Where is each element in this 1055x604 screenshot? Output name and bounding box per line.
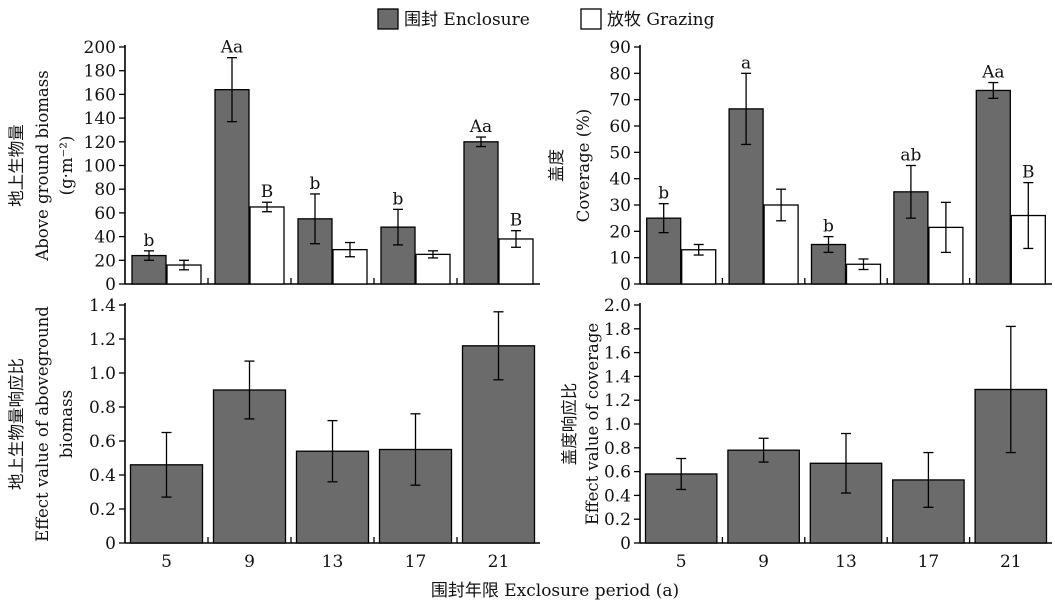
y-axis-label: 地上生物量	[7, 124, 26, 207]
y-tick-label: 2.0	[604, 296, 631, 316]
y-tick-label: 0.2	[89, 500, 116, 520]
y-tick-label: 0.6	[604, 463, 631, 483]
significance-label: B	[261, 182, 274, 202]
significance-label: b	[658, 184, 669, 204]
y-axis-label: Effect value of aboveground	[33, 306, 52, 542]
y-tick-label: 80	[609, 64, 631, 84]
y-tick-label: 20	[609, 222, 631, 242]
legend-swatch-grazing	[580, 8, 602, 30]
significance-label: b	[393, 189, 404, 209]
y-tick-label: 1.8	[604, 320, 631, 340]
y-tick-label: 10	[609, 249, 631, 269]
x-tick-label: 13	[322, 552, 344, 572]
significance-label: a	[741, 53, 751, 73]
y-tick-label: 90	[609, 38, 631, 58]
x-tick-label: 13	[835, 552, 857, 572]
y-tick-label: 40	[94, 228, 116, 248]
y-tick-label: 200	[84, 38, 116, 58]
bar-enclosure	[727, 449, 800, 544]
y-tick-label: 160	[84, 85, 116, 105]
y-axis-label: (g·m⁻²)	[57, 136, 76, 196]
significance-label: b	[144, 231, 155, 251]
x-tick-label: 5	[676, 552, 687, 572]
y-tick-label: 40	[609, 170, 631, 190]
panel-biomass-effect: 0 0.2 0.4 0.6 0.8 1.0 1.2 1.4 5 9 13 17 21 地上生物量响应比 Ef…	[7, 296, 540, 572]
x-tick-label: 9	[244, 552, 255, 572]
y-tick-label: 1.0	[604, 415, 631, 435]
y-tick-label: 1.0	[89, 364, 116, 384]
y-tick-label: 20	[94, 251, 116, 271]
x-tick-label: 21	[1000, 552, 1022, 572]
y-tick-label: 0	[620, 534, 631, 554]
y-tick-label: 0.6	[89, 432, 116, 452]
significance-label: Aa	[469, 117, 492, 137]
y-tick-label: 60	[94, 204, 116, 224]
bar-grazing	[249, 206, 285, 285]
significance-label: b	[823, 217, 834, 237]
significance-label: B	[1022, 163, 1035, 183]
x-tick-label: 9	[758, 552, 769, 572]
x-axis-title: 围封年限 Exclosure period (a)	[431, 581, 679, 601]
y-axis-label: biomass	[57, 390, 76, 458]
legend: 围封 Enclosure 放牧 Grazing	[377, 8, 715, 30]
y-tick-label: 1.4	[89, 296, 116, 316]
y-axis-label: 盖度	[547, 149, 566, 182]
bar-enclosure	[975, 89, 1011, 285]
legend-swatch-enclosure	[377, 8, 399, 30]
y-axis-label: Above ground biomass	[33, 70, 52, 261]
y-tick-label: 70	[609, 91, 631, 111]
y-tick-label: 0	[105, 275, 116, 295]
y-tick-label: 1.2	[604, 391, 631, 411]
y-tick-label: 120	[84, 133, 116, 153]
y-axis-label: 地上生物量响应比	[7, 358, 26, 490]
significance-label: Aa	[220, 38, 243, 58]
y-tick-label: 80	[94, 180, 116, 200]
significance-label: b	[310, 174, 321, 194]
y-tick-label: 50	[609, 143, 631, 163]
y-tick-label: 0.8	[604, 439, 631, 459]
y-tick-label: 0	[620, 275, 631, 295]
y-axis-label: Coverage (%)	[574, 109, 593, 223]
x-tick-label: 17	[405, 552, 427, 572]
x-tick-label: 17	[918, 552, 940, 572]
panel-coverage-effect: 0 0.2 0.4 0.6 0.8 1.0 1.2 1.4 1.6 1.8 2.0 5 9 13 17 21 盖…	[560, 296, 1052, 572]
y-tick-label: 100	[84, 157, 116, 177]
x-tick-label: 5	[161, 552, 172, 572]
y-axis-label: Effect value of coverage	[583, 323, 602, 525]
x-tick-label: 21	[488, 552, 510, 572]
y-tick-label: 0.4	[604, 486, 631, 506]
panel-biomass: 0 20 40 60 80 100 120 140 160 180 200 b Aa B b b Aa B 地上生物…	[7, 38, 540, 295]
y-tick-label: 180	[84, 62, 116, 82]
bar-grazing	[415, 253, 451, 285]
significance-label: B	[510, 211, 523, 231]
y-tick-label: 0.2	[604, 510, 631, 530]
significance-label: ab	[900, 146, 921, 166]
y-tick-label: 60	[609, 117, 631, 137]
legend-label-grazing: 放牧 Grazing	[607, 10, 715, 30]
y-tick-label: 0.8	[89, 398, 116, 418]
y-axis-label: 盖度响应比	[560, 383, 579, 466]
y-tick-label: 0	[105, 534, 116, 554]
y-tick-label: 1.6	[604, 344, 631, 364]
bar-enclosure	[463, 141, 499, 285]
y-tick-label: 140	[84, 109, 116, 129]
legend-label-enclosure: 围封 Enclosure	[404, 10, 530, 30]
y-tick-label: 0.4	[89, 466, 116, 486]
y-tick-label: 1.4	[604, 367, 631, 387]
bar-enclosure	[728, 108, 764, 285]
significance-label: Aa	[981, 63, 1004, 83]
y-tick-label: 1.2	[89, 330, 116, 350]
y-tick-label: 30	[609, 196, 631, 216]
